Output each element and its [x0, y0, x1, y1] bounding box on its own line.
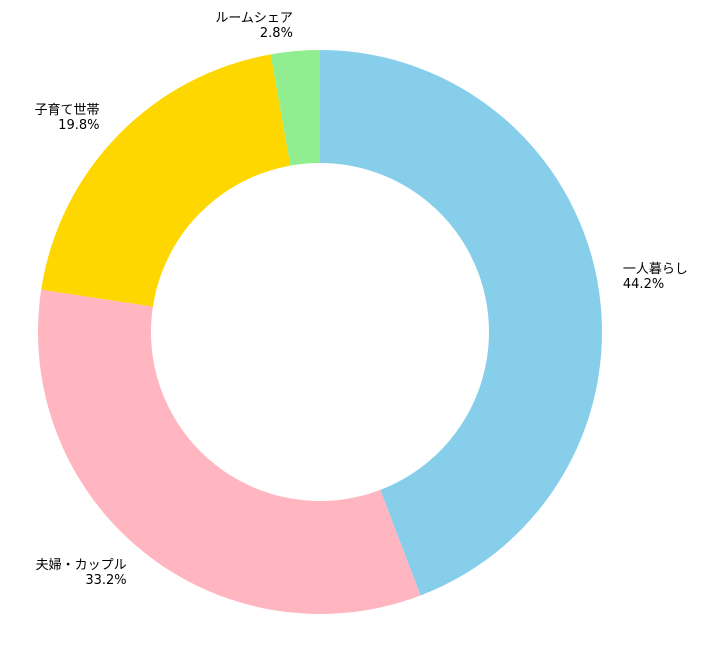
chart-slices: [37, 50, 602, 614]
slice-name-2: 夫婦・カップル: [36, 557, 127, 573]
slice-percent-1: 44.2%: [623, 277, 664, 292]
slice-percent-2: 33.2%: [85, 573, 126, 588]
slice-name-1: 一人暮らし: [623, 262, 688, 277]
slice-name-4: ルームシェア: [215, 11, 293, 26]
donut-slice-4: [270, 50, 320, 166]
donut-slice-2: [37, 289, 421, 614]
donut-slice-1: [320, 50, 602, 596]
slice-label-1: 一人暮らし 44.2%: [623, 262, 688, 292]
chart-labels: 一人暮らし 44.2% 夫婦・カップル 33.2% 子育て世帯 19.8% ルームシェア 2.…: [34, 11, 687, 588]
slice-label-3: 子育て世帯 19.8%: [34, 102, 99, 133]
slice-percent-3: 19.8%: [58, 118, 99, 133]
slice-label-4: ルームシェア 2.8%: [215, 11, 293, 41]
slice-name-3: 子育て世帯: [34, 102, 99, 118]
slice-label-2: 夫婦・カップル 33.2%: [36, 557, 127, 588]
slice-percent-4: 2.8%: [260, 26, 293, 41]
donut-slice-3: [41, 54, 291, 307]
